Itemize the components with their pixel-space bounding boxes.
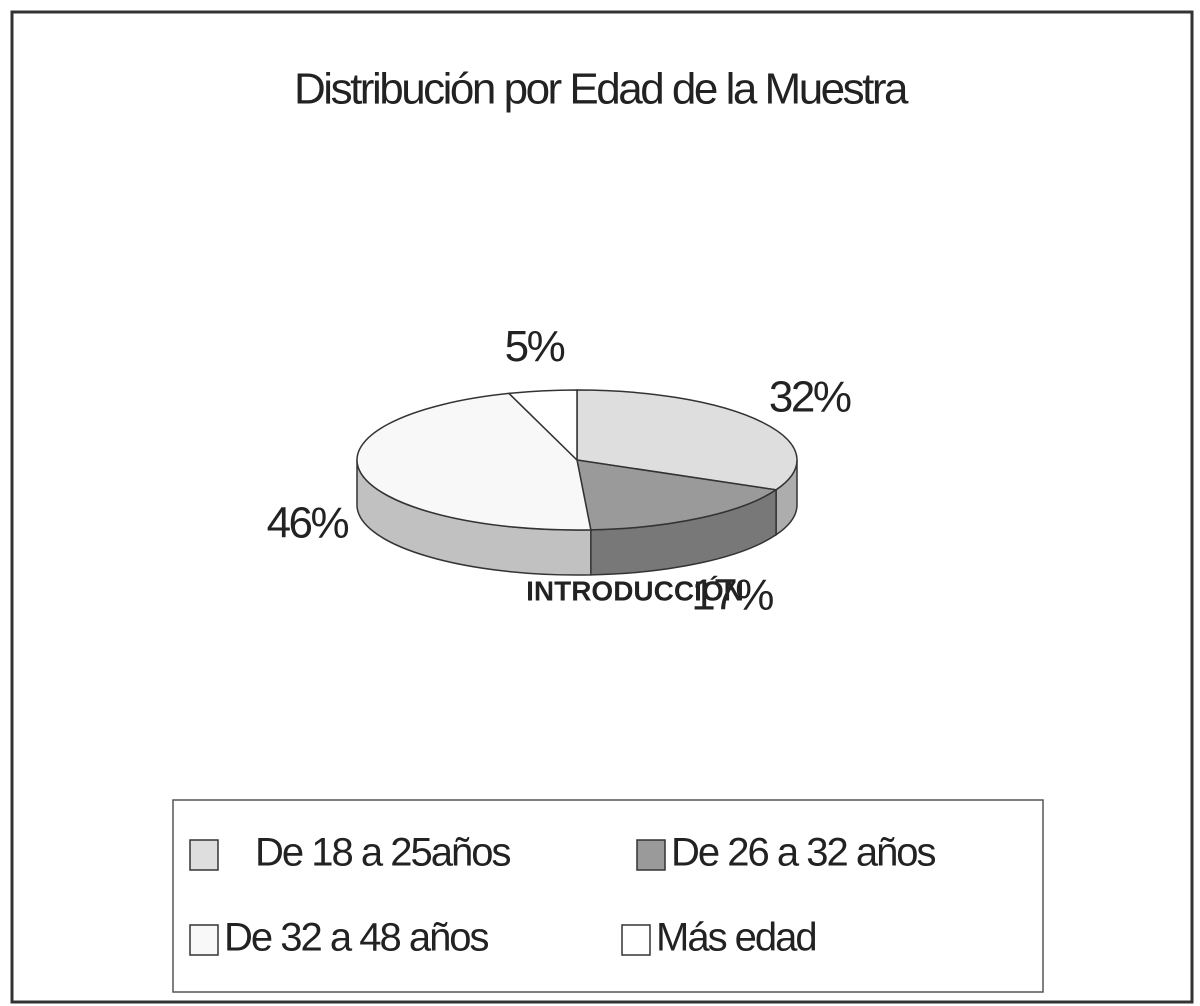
legend-swatch <box>189 924 219 956</box>
legend-swatch <box>189 839 219 871</box>
annotation: INTRODUCCIÓN <box>526 575 744 606</box>
legend-swatch <box>636 839 666 871</box>
legend-swatch <box>621 924 651 956</box>
legend-label: Más edad <box>656 916 816 960</box>
data-label: 32% <box>769 373 851 422</box>
data-label: 5% <box>505 322 565 371</box>
legend-label: De 32 a 48 años <box>224 916 489 960</box>
pie-slice <box>576 459 779 531</box>
pie-slice <box>507 389 578 462</box>
legend-label: De 26 a 32 años <box>671 831 936 875</box>
pie-slice <box>576 389 798 491</box>
legend-label: De 18 a 25años <box>255 831 510 875</box>
data-label: 46% <box>267 499 349 548</box>
chart-title: Distribución por Edad de la Muestra <box>294 65 909 114</box>
pie-slice <box>356 392 592 531</box>
data-label: 17% <box>691 570 773 619</box>
legend-box <box>172 799 1044 993</box>
pie <box>356 389 798 576</box>
